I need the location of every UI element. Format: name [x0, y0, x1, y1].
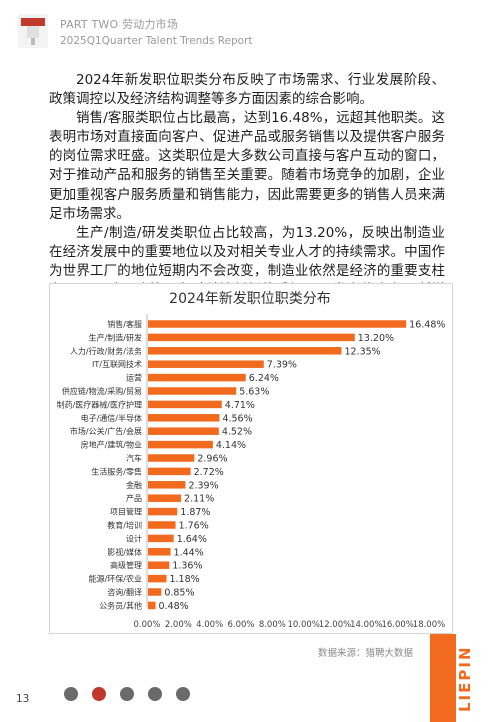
chart-title: 2024年新发职位职类分布	[169, 291, 331, 307]
paragraph: 销售/客服类职位占比最高，达到16.48%，远超其他职类。这表明市场对直接面向客…	[49, 110, 445, 222]
circle-icon	[92, 686, 107, 701]
page-number: 13	[16, 693, 30, 705]
circle-icon	[64, 686, 78, 701]
brand-bar	[430, 634, 456, 722]
body-text: 2024年新发职位职类分布反映了市场需求、行业发展阶段、政策调控以及经济结构调整…	[49, 71, 445, 319]
circle-icon	[148, 686, 163, 701]
chart-frame	[49, 283, 453, 634]
circle-icon	[176, 686, 191, 701]
footer-icons	[64, 683, 199, 701]
report-subtitle: 2025Q1Quarter Talent Trends Report	[60, 35, 253, 47]
section-label: PART TWO 劳动力市场	[60, 18, 179, 31]
report-logo	[18, 14, 48, 48]
paragraph: 2024年新发职位职类分布反映了市场需求、行业发展阶段、政策调控以及经济结构调整…	[49, 72, 445, 108]
data-source: 数据来源：猎聘大数据	[318, 648, 414, 659]
brand-name: LIEPIN	[456, 645, 474, 712]
page-header: PART TWO 劳动力市场 2025Q1Quarter Talent Tren…	[0, 0, 500, 58]
circle-icon	[120, 686, 135, 701]
